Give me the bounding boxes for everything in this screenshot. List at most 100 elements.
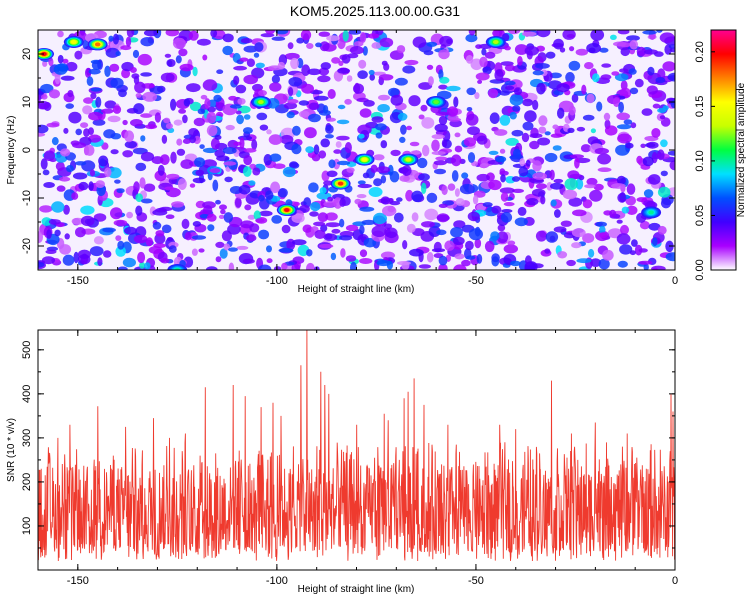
heatmap-cell <box>234 197 242 208</box>
heatmap-cell <box>288 77 303 87</box>
heatmap-cell <box>63 204 70 215</box>
heatmap-cell <box>165 214 175 219</box>
heatmap-cell <box>236 245 249 250</box>
heatmap-cell <box>80 205 95 215</box>
snr-y-tick-label: 500 <box>21 341 33 359</box>
heatmap-cell <box>619 68 629 73</box>
heatmap-cell <box>349 46 364 55</box>
heatmap-cell <box>243 166 252 177</box>
heatmap-cell <box>277 61 286 70</box>
heatmap-cell <box>659 32 675 43</box>
heatmap-cell <box>552 124 559 130</box>
heatmap-cell <box>298 110 310 118</box>
heatmap-cell <box>139 261 146 269</box>
heatmap-cell <box>586 43 601 54</box>
heatmap-cell <box>281 224 291 234</box>
heatmap-cell <box>409 141 420 147</box>
heatmap-cell <box>638 260 653 265</box>
heatmap-cell <box>145 124 158 130</box>
heatmap-cell <box>122 119 128 126</box>
heatmap-cell <box>247 214 256 220</box>
heatmap-cell <box>399 175 410 182</box>
heatmap-cell <box>237 98 246 105</box>
heatmap-cell <box>599 47 609 53</box>
heatmap-cell <box>358 59 367 69</box>
heatmap-cell <box>660 170 668 177</box>
heatmap-cell <box>293 201 300 207</box>
heatmap-cell <box>459 183 475 195</box>
heatmap-cell <box>586 93 595 104</box>
heatmap-cell <box>49 89 60 99</box>
heatmap-cell <box>188 30 199 41</box>
heatmap-cell <box>388 198 394 203</box>
heatmap-cell <box>397 112 408 121</box>
heatmap-cell <box>667 72 675 82</box>
heatmap-cell <box>574 157 580 169</box>
heatmap-cell <box>568 60 581 71</box>
heatmap-cell <box>236 114 245 125</box>
heatmap-cell <box>454 188 460 197</box>
heatmap-cell <box>454 132 461 138</box>
heatmap-cell <box>522 98 534 107</box>
heatmap-cell <box>575 48 588 56</box>
heatmap-cell <box>630 122 637 129</box>
heatmap-cell <box>77 249 91 259</box>
heatmap-cell <box>133 234 148 244</box>
heatmap-cell <box>102 227 116 233</box>
heatmap-cell <box>135 93 142 98</box>
heatmap-cell <box>556 83 570 93</box>
heatmap-cell <box>110 77 124 89</box>
heatmap-cell <box>282 166 296 178</box>
heatmap-cell <box>550 133 563 138</box>
heatmap-cell <box>88 111 103 121</box>
heatmap-cell <box>161 224 172 234</box>
heatmap-cell <box>251 139 258 150</box>
heatmap-cell <box>445 85 461 92</box>
heatmap-cell <box>438 84 448 90</box>
heatmap-cell <box>509 155 523 160</box>
heatmap-cell <box>129 67 137 73</box>
heatmap-cell <box>126 30 135 38</box>
heatmap-cell <box>200 94 208 100</box>
heatmap-cell <box>124 226 137 235</box>
heatmap-cell <box>592 73 600 83</box>
heatmap-cell <box>647 66 655 76</box>
heatmap-cell <box>242 127 253 134</box>
heatmap-cell <box>505 85 515 90</box>
heatmap-y-tick-label: 20 <box>21 48 33 60</box>
heatmap-cell <box>588 248 595 258</box>
heatmap-cell <box>155 207 167 213</box>
heatmap-cell <box>500 192 509 202</box>
heatmap-cell <box>359 249 368 258</box>
heatmap-cell <box>124 130 135 143</box>
heatmap-cell <box>88 181 94 192</box>
heatmap-cell <box>143 183 156 192</box>
heatmap-cell <box>545 231 559 243</box>
heatmap-cell <box>596 101 603 112</box>
heatmap-cell <box>345 224 359 232</box>
heatmap-cell <box>46 229 52 240</box>
heatmap-cell <box>142 91 157 102</box>
heatmap-x-tick-label: -50 <box>468 275 484 287</box>
heatmap-cell <box>380 175 387 184</box>
heatmap-cell <box>571 228 586 238</box>
heatmap-cell <box>239 57 249 62</box>
heatmap-cell <box>599 232 608 239</box>
heatmap-cell <box>192 177 206 184</box>
heatmap-cell <box>228 95 238 101</box>
heatmap-cell <box>172 37 186 50</box>
heatmap-cell <box>101 108 114 114</box>
heatmap-cell <box>494 69 504 81</box>
heatmap-cell <box>116 188 125 194</box>
heatmap-cell <box>53 63 68 75</box>
heatmap-cell <box>426 251 434 263</box>
heatmap-cell <box>576 126 586 132</box>
snr-y-tick-label: 300 <box>21 429 33 447</box>
heatmap-cell <box>668 44 675 49</box>
heatmap-cell <box>466 107 473 112</box>
heatmap-cell <box>65 103 74 109</box>
heatmap-cell <box>636 197 648 203</box>
heatmap-cell <box>139 177 146 189</box>
heatmap-cell <box>135 193 143 203</box>
heatmap-cell <box>212 179 219 192</box>
